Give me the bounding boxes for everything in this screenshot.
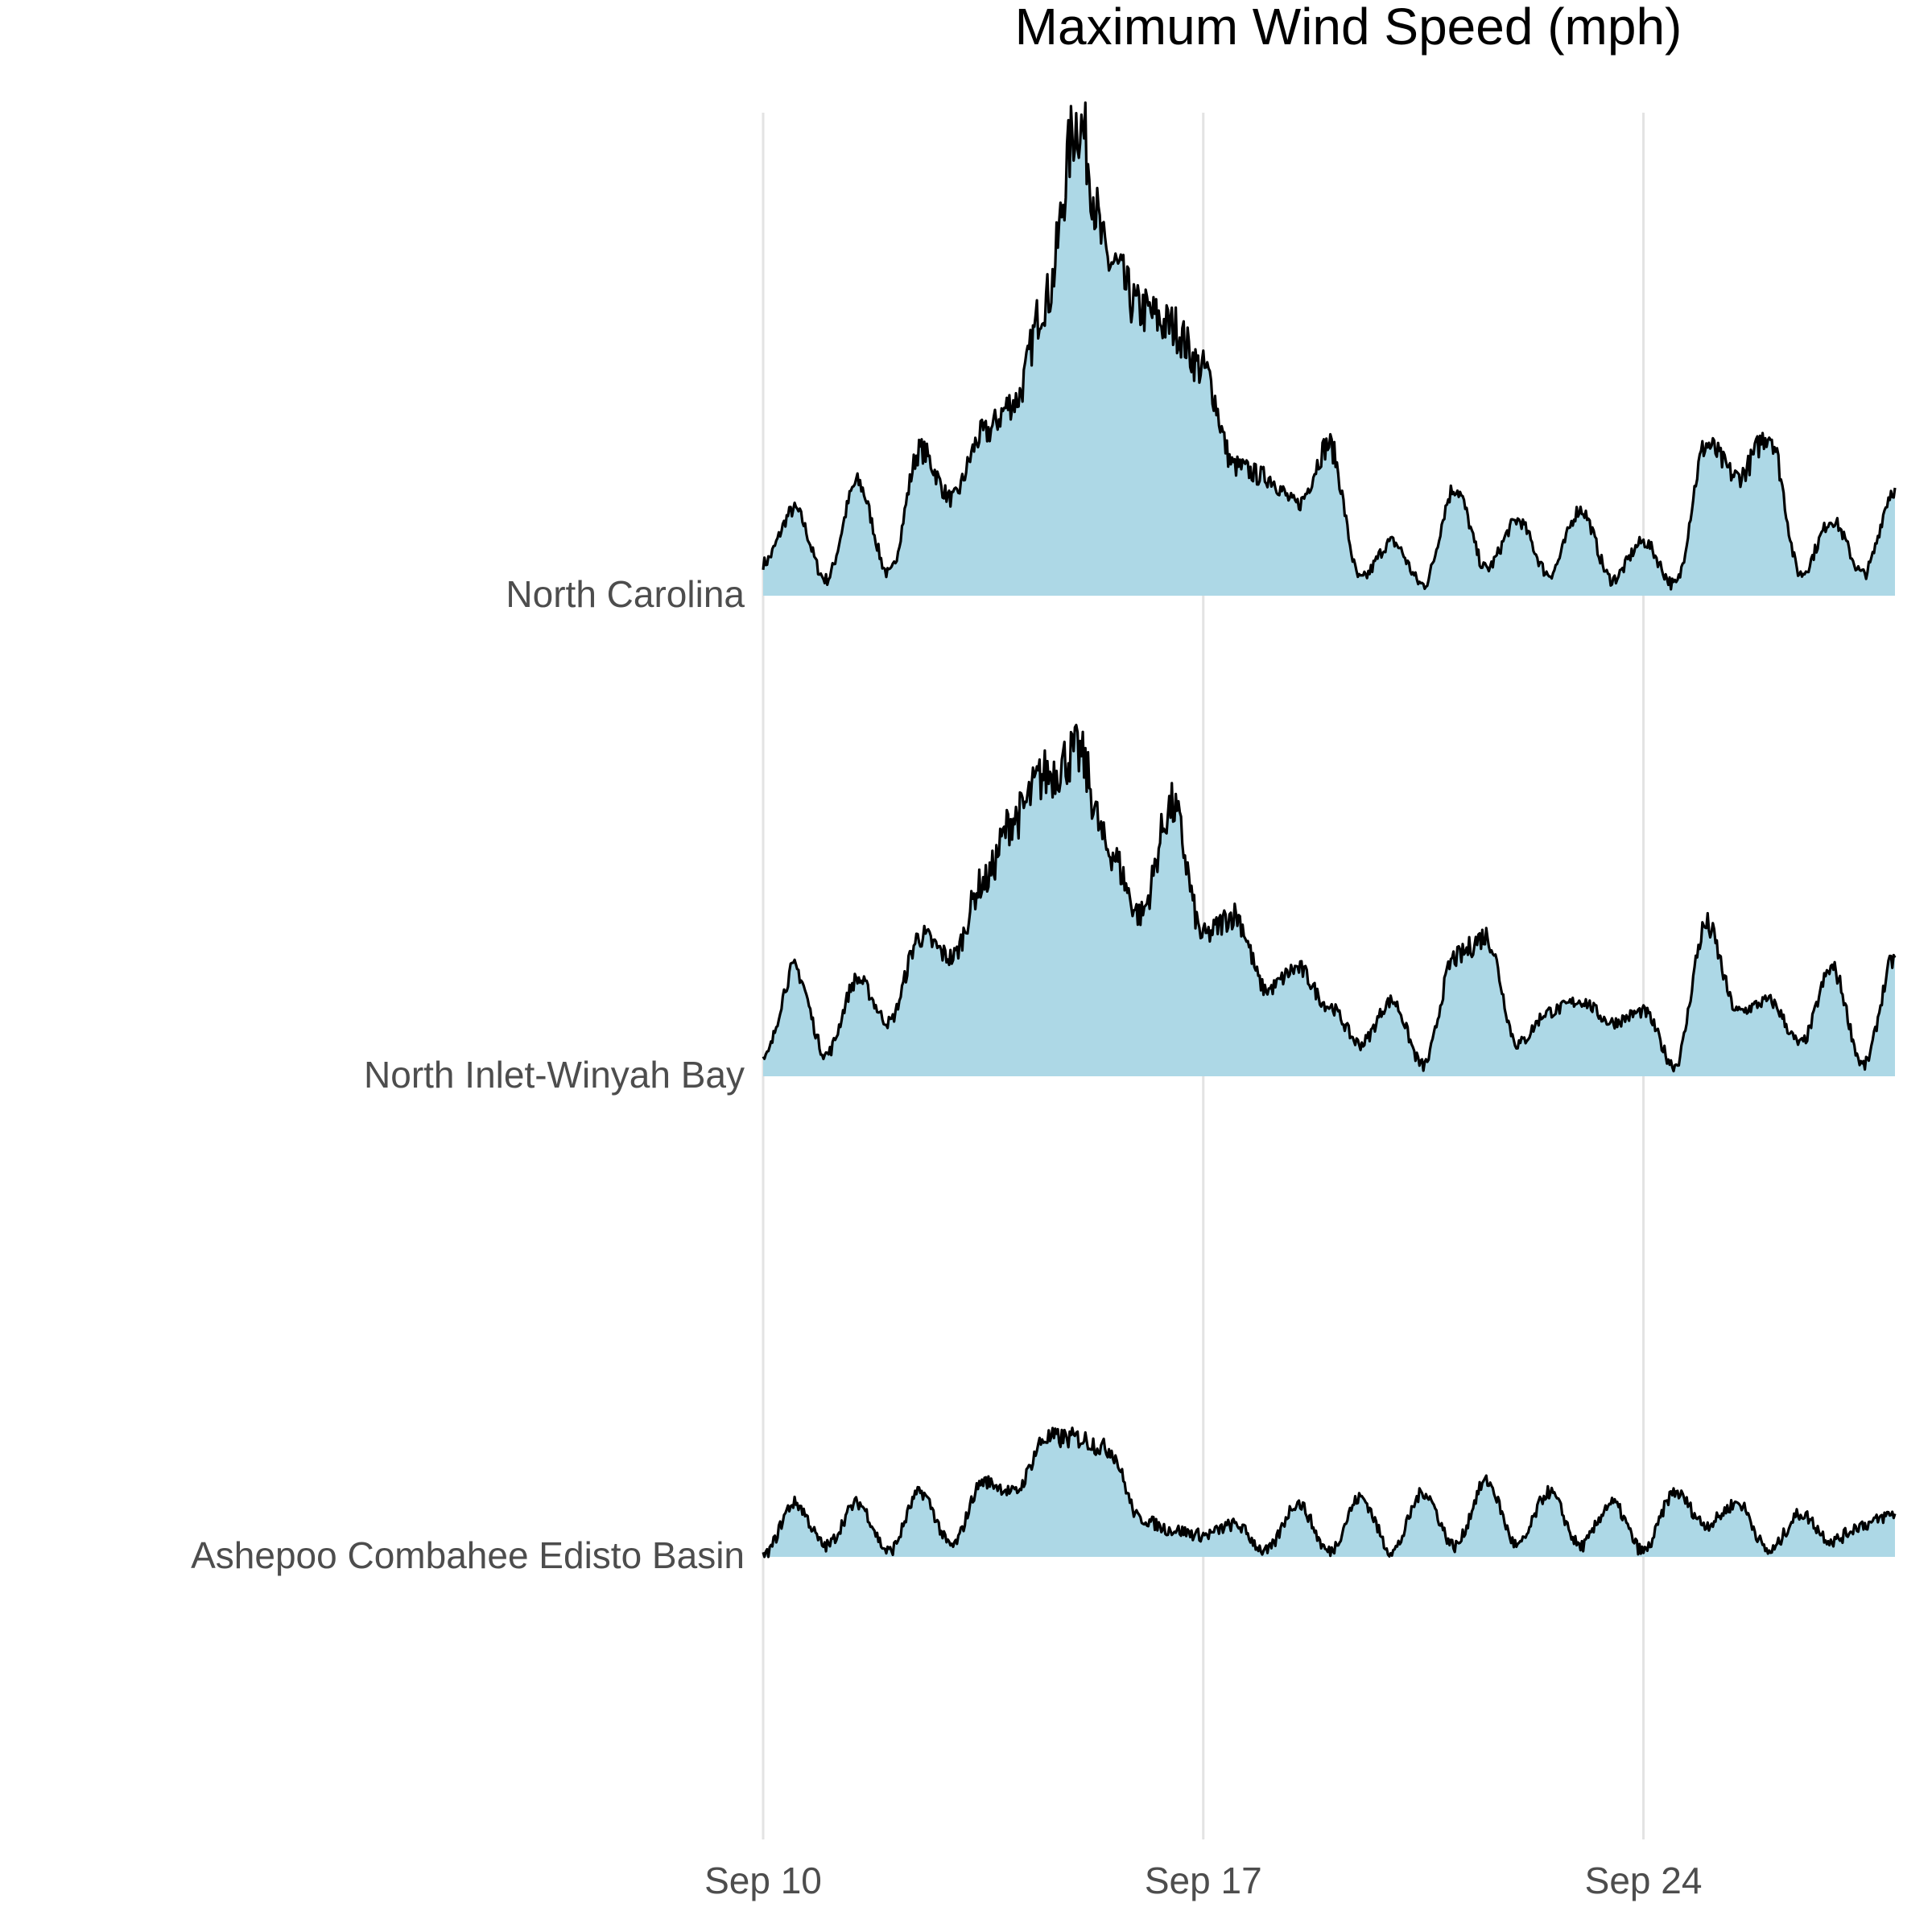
series-area [763,724,1895,1076]
series-area [763,1427,1895,1557]
x-tick-label: Sep 10 [704,1860,822,1901]
data-point [1454,487,1455,489]
x-tick-label: Sep 24 [1585,1860,1703,1901]
data-point [1769,433,1770,435]
data-point [919,935,921,937]
x-tick-label: Sep 17 [1145,1860,1262,1901]
x-axis-ticks: Sep 10 Sep 17 Sep 24 [704,1860,1702,1901]
series-label: North Inlet-Winyah Bay [364,1054,745,1096]
chart-title: Maximum Wind Speed (mph) [1014,0,1682,56]
series-line [762,1426,1897,1558]
series-label: Ashepoo Combahee Edisto Basin [191,1534,745,1576]
series-line [762,724,1897,1073]
series-label: North Carolina [506,573,745,615]
series-area [763,102,1895,597]
category-labels: North Carolina North Inlet-Winyah Bay Ashe… [191,573,745,1576]
ridgeline-series [762,101,1897,1558]
series-line [762,101,1897,591]
data-point [1831,519,1833,521]
